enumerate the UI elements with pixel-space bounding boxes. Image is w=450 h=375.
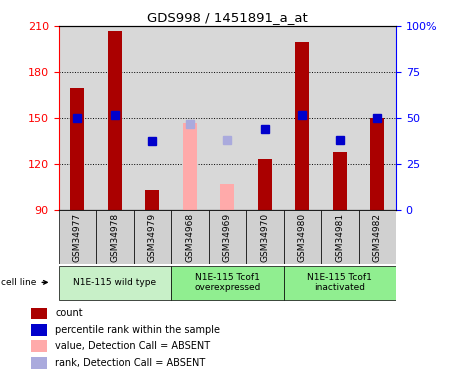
Bar bbox=[171, 210, 208, 264]
Text: GSM34982: GSM34982 bbox=[373, 213, 382, 262]
Bar bbox=[70, 87, 85, 210]
Bar bbox=[134, 26, 171, 210]
Bar bbox=[31, 340, 47, 352]
Bar bbox=[183, 123, 197, 210]
Text: GSM34979: GSM34979 bbox=[148, 213, 157, 262]
Bar bbox=[257, 159, 272, 210]
Bar bbox=[284, 266, 396, 300]
Text: N1E-115 wild type: N1E-115 wild type bbox=[73, 278, 156, 287]
Bar bbox=[96, 210, 134, 264]
Text: count: count bbox=[55, 309, 83, 318]
Bar bbox=[220, 184, 234, 210]
Bar bbox=[284, 210, 321, 264]
Bar bbox=[208, 210, 246, 264]
Text: N1E-115 Tcof1
inactivated: N1E-115 Tcof1 inactivated bbox=[307, 273, 372, 292]
Bar bbox=[321, 26, 359, 210]
Bar bbox=[370, 118, 384, 210]
Text: GSM34980: GSM34980 bbox=[298, 213, 307, 262]
Bar bbox=[171, 26, 208, 210]
Text: cell line: cell line bbox=[1, 278, 47, 287]
Bar bbox=[58, 266, 171, 300]
Bar bbox=[208, 26, 246, 210]
Text: GSM34981: GSM34981 bbox=[335, 213, 344, 262]
Bar bbox=[295, 42, 310, 210]
Bar bbox=[108, 31, 122, 210]
Bar bbox=[58, 210, 96, 264]
Text: value, Detection Call = ABSENT: value, Detection Call = ABSENT bbox=[55, 341, 211, 351]
Text: GSM34978: GSM34978 bbox=[110, 213, 119, 262]
Bar bbox=[31, 324, 47, 336]
Bar bbox=[321, 210, 359, 264]
Title: GDS998 / 1451891_a_at: GDS998 / 1451891_a_at bbox=[147, 11, 308, 24]
Bar bbox=[359, 26, 396, 210]
Bar bbox=[246, 210, 284, 264]
Text: GSM34970: GSM34970 bbox=[260, 213, 269, 262]
Text: percentile rank within the sample: percentile rank within the sample bbox=[55, 325, 220, 335]
Text: GSM34968: GSM34968 bbox=[185, 213, 194, 262]
Bar bbox=[134, 210, 171, 264]
Bar bbox=[96, 26, 134, 210]
Bar bbox=[31, 308, 47, 320]
Text: rank, Detection Call = ABSENT: rank, Detection Call = ABSENT bbox=[55, 358, 206, 368]
Text: N1E-115 Tcof1
overexpressed: N1E-115 Tcof1 overexpressed bbox=[194, 273, 261, 292]
Bar bbox=[246, 26, 284, 210]
Text: GSM34977: GSM34977 bbox=[73, 213, 82, 262]
Bar bbox=[284, 26, 321, 210]
Bar bbox=[31, 357, 47, 369]
Bar bbox=[359, 210, 396, 264]
Bar bbox=[145, 190, 159, 210]
Bar bbox=[58, 26, 96, 210]
Bar bbox=[333, 152, 347, 210]
Bar bbox=[171, 266, 284, 300]
Text: GSM34969: GSM34969 bbox=[223, 213, 232, 262]
